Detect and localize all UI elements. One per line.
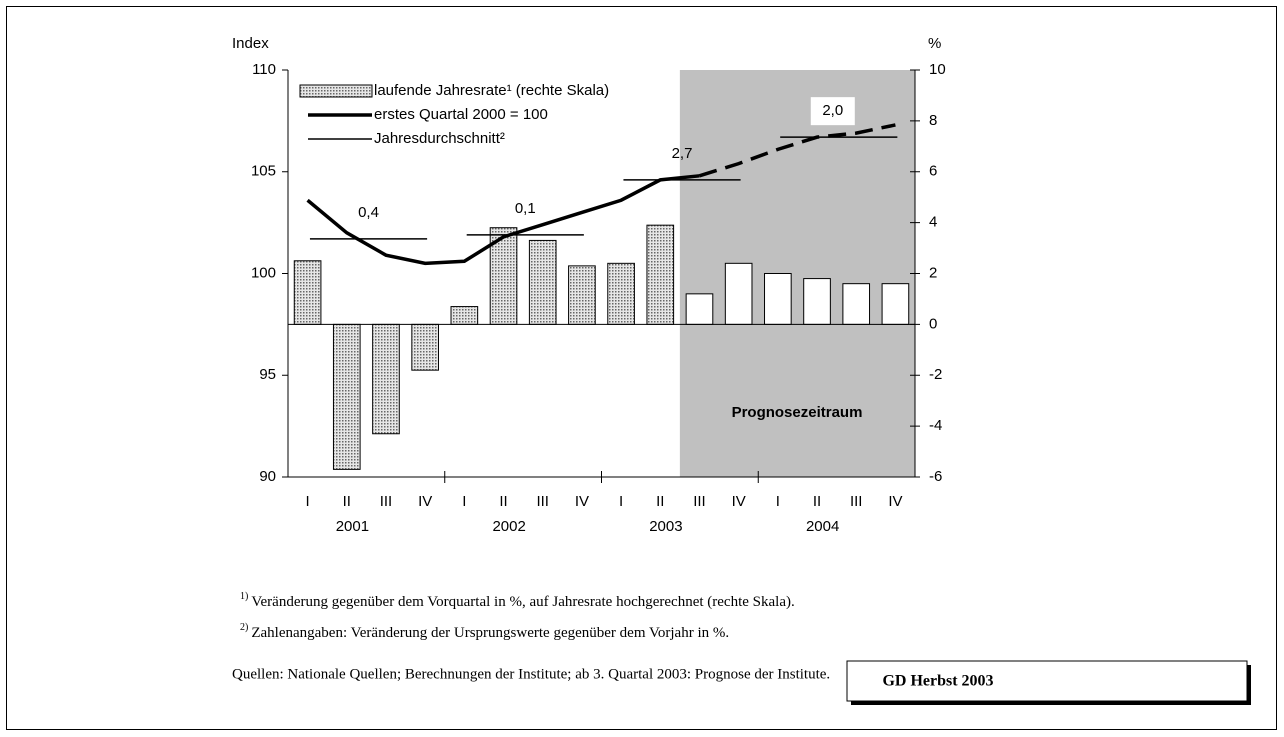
bar (489, 227, 518, 325)
bar (646, 224, 675, 325)
x-tick-label: II (813, 493, 821, 510)
legend-swatch (299, 84, 373, 98)
bar (293, 260, 322, 325)
frame (6, 6, 1277, 730)
y2-axis-label: % (928, 35, 941, 52)
badge: GD Herbst 2003 (882, 673, 993, 690)
x-tick-label: IV (732, 493, 746, 510)
legend-label: laufende Jahresrate¹ (rechte Skala) (374, 82, 609, 99)
x-tick-label: III (693, 493, 706, 510)
label-box (810, 97, 855, 126)
x-tick-label: III (380, 493, 393, 510)
x-tick-label: IV (888, 493, 902, 510)
x-tick-label: I (462, 493, 466, 510)
footnote: 2) Zahlenangaben: Veränderung der Ursprun… (240, 622, 729, 641)
y-tick-label: 90 (259, 468, 276, 485)
y-tick-label: 110 (252, 61, 276, 78)
y2-tick-label: 6 (929, 163, 937, 180)
y2-tick-label: 0 (929, 315, 937, 332)
index-line-forecast (698, 123, 896, 178)
bar (881, 283, 910, 325)
source: Quellen: Nationale Quellen; Berechnungen… (232, 666, 830, 682)
y-tick-label: 95 (259, 366, 276, 383)
x-tick-label: II (343, 493, 351, 510)
x-tick-label: I (619, 493, 623, 510)
index-line (306, 174, 700, 266)
bar (842, 283, 871, 325)
bar (411, 323, 439, 371)
bar (803, 278, 831, 325)
forecast-label: Prognosezeitraum (732, 404, 863, 421)
legend-label: Jahresdurchschnitt² (374, 130, 505, 147)
bar (372, 323, 400, 435)
y2-tick-label: -6 (929, 468, 942, 485)
y2-tick-label: 10 (929, 61, 946, 78)
badge-box (846, 660, 1248, 702)
x-tick-label: III (536, 493, 549, 510)
footnote: 1) Veränderung gegenüber dem Vorquartal i… (240, 591, 795, 610)
x-tick-label: IV (575, 493, 589, 510)
bar (685, 293, 714, 325)
x-tick-label: III (850, 493, 863, 510)
x-tick-label: IV (418, 493, 432, 510)
y2-tick-label: 4 (929, 214, 937, 231)
year-label: 2002 (492, 518, 525, 535)
bar (764, 273, 792, 325)
x-tick-label: II (656, 493, 664, 510)
bar (528, 239, 557, 325)
y-tick-label: 100 (251, 264, 276, 281)
y-axis-label: Index (232, 35, 269, 52)
x-tick-label: I (776, 493, 780, 510)
y2-tick-label: 8 (929, 112, 937, 129)
bar (450, 306, 479, 325)
bar (568, 265, 596, 325)
year-label: 2004 (806, 518, 839, 535)
year-label: 2001 (336, 518, 369, 535)
y-tick-label: 105 (251, 163, 276, 180)
legend-label: erstes Quartal 2000 = 100 (374, 106, 548, 123)
bar (724, 262, 753, 325)
x-tick-label: I (306, 493, 310, 510)
average-label: 2,0 (822, 102, 843, 119)
y2-tick-label: 2 (929, 264, 937, 281)
average-label: 2,7 (672, 145, 693, 162)
bar (607, 262, 635, 325)
year-label: 2003 (649, 518, 682, 535)
average-label: 0,1 (515, 200, 536, 217)
bar (332, 323, 361, 470)
average-label: 0,4 (358, 204, 379, 221)
y2-tick-label: -2 (929, 366, 942, 383)
y2-tick-label: -4 (929, 417, 942, 434)
x-tick-label: II (499, 493, 507, 510)
